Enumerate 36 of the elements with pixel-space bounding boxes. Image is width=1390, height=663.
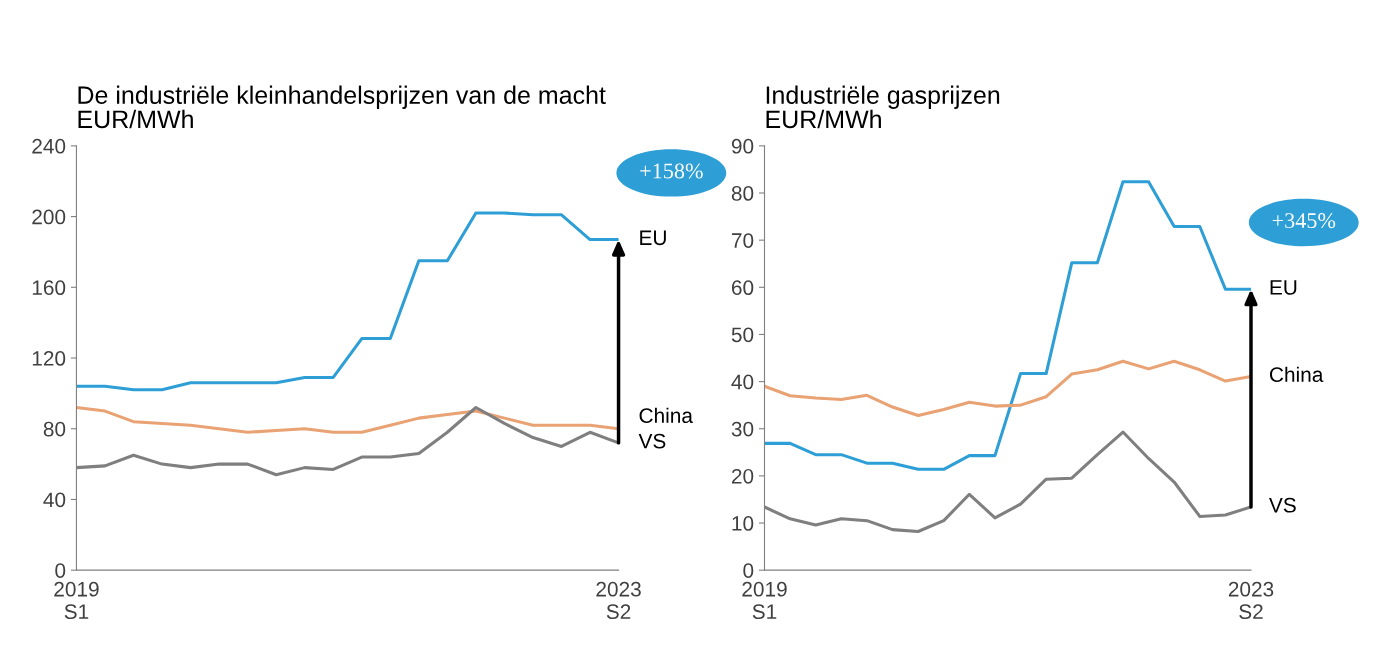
y-axis-title: EUR/MWh [78,109,193,129]
series-label: EU [640,230,666,246]
chart-title: Industriële gasprijzen [766,85,1000,109]
y-tick-label: 40 [43,492,66,508]
y-tick-label: 200 [32,209,66,225]
y-tick-label: 20 [731,468,754,484]
line-series [76,211,619,392]
y-tick-label: 80 [731,186,754,201]
y-tick-label: 40 [731,374,754,390]
y-tick-label: 80 [43,421,66,437]
y-tick-label: 50 [731,327,754,343]
y-axis-title: EUR/MWh [766,109,881,129]
series-label: China [639,407,693,424]
y-tick-label: 70 [731,233,754,248]
y-tick-label: 120 [32,351,66,366]
text: +345% [1272,213,1336,229]
x-tick-label: 2019 S1 [742,581,787,620]
chart-title: De industriële kleinhandelsprijzen van de macht [78,85,606,109]
x-tick-label: 2023 S2 [1228,581,1274,620]
text: +158% [640,163,703,179]
y-tick-label: 10 [732,516,754,531]
y-tick-label: 160 [32,280,66,296]
x-tick-label: 2023 S2 [596,581,641,620]
y-tick-label: 0 [55,563,66,578]
series-label: VS [1269,497,1296,513]
x-tick-label: 2019 S1 [54,581,99,620]
y-tick-label: 30 [731,421,754,437]
y-tick-label: 60 [731,280,754,296]
y-tick-label: 240 [32,138,66,154]
line-series [764,359,1251,418]
y-tick-label: 90 [731,138,754,154]
y-tick-label: 0 [743,563,754,578]
series-label: VS [638,433,666,449]
line-series [76,405,619,434]
series-label: China [1269,366,1324,382]
series-label: EU [1270,280,1297,295]
